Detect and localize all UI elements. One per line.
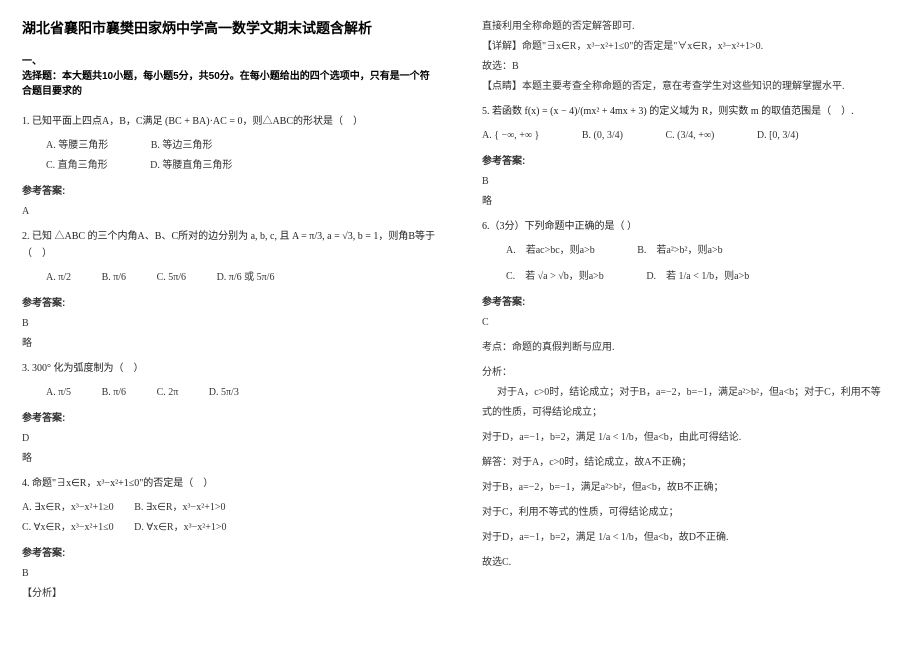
exp-head: 考点：命题的真假判断与应用. xyxy=(482,339,898,356)
q3-choices: A. π/5 B. π/6 C. 2π D. 5π/3 xyxy=(46,383,438,403)
exp-l1b: 式的性质，可得结论成立； xyxy=(482,404,898,421)
q1-answer-label: 参考答案: xyxy=(22,182,438,197)
q6-opt-b: B. 若a²>b²，则a>b xyxy=(637,241,722,261)
analysis-label: 【分析】 xyxy=(22,585,438,602)
q4-opt-d: D. ∀x∈R，x³−x²+1>0 xyxy=(134,518,226,538)
q1-opt-c: C. 直角三角形 xyxy=(46,156,108,176)
q5-text: 5. 若函数 f(x) = (x − 4)/(mx² + 4mx + 3) 的定… xyxy=(482,103,898,120)
q6-answer-label: 参考答案: xyxy=(482,293,898,308)
q4-choices: A. ∃x∈R，x³−x²+1≥0 B. ∃x∈R，x³−x²+1>0 C. ∀… xyxy=(22,498,438,538)
exam-page: 湖北省襄阳市襄樊田家炳中学高一数学文期末试题含解析 一、 选择题：本大题共10小… xyxy=(0,0,920,651)
q3-opt-d: D. 5π/3 xyxy=(209,383,239,403)
q5-opt-b: B. (0, 3/4) xyxy=(582,126,623,146)
q5-note: 略 xyxy=(482,193,898,210)
q1-choices: A. 等腰三角形 B. 等边三角形 C. 直角三角形 D. 等腰直角三角形 xyxy=(46,136,438,176)
q6-choices-row1: A. 若ac>bc，则a>b B. 若a²>b²，则a>b xyxy=(506,241,898,261)
document-title: 湖北省襄阳市襄樊田家炳中学高一数学文期末试题含解析 xyxy=(22,18,438,38)
r-p4: 【点睛】本题主要考查全称命题的否定，意在考查学生对这些知识的理解掌握水平. xyxy=(482,78,898,95)
section-instructions: 选择题：本大题共10小题，每小题5分，共50分。在每小题给出的四个选项中，只有是… xyxy=(22,69,438,99)
q5-opt-d: D. [0, 3/4) xyxy=(757,126,799,146)
q1-opt-d: D. 等腰直角三角形 xyxy=(150,156,232,176)
r-p3: 故选：B xyxy=(482,58,898,75)
q1-text: 1. 已知平面上四点A，B，C满足 (BC + BA)·AC = 0，则△ABC… xyxy=(22,113,438,130)
q2-opt-a: A. π/2 xyxy=(46,268,71,288)
q6-answer: C xyxy=(482,314,898,331)
exp-sol: 解答：对于A，c>0时，结论成立，故A不正确； xyxy=(482,454,898,471)
q5-answer-label: 参考答案: xyxy=(482,152,898,167)
q4-answer: B xyxy=(22,565,438,582)
exp-ana: 分析： xyxy=(482,364,898,381)
exp-l1: 对于A，c>0时，结论成立；对于B，a=−2，b=−1，满足a²>b²，但a<b… xyxy=(482,384,898,401)
left-column: 湖北省襄阳市襄樊田家炳中学高一数学文期末试题含解析 一、 选择题：本大题共10小… xyxy=(0,0,460,651)
q6-choices-row2: C. 若 √a > √b，则a>b D. 若 1/a < 1/b，则a>b xyxy=(506,267,898,287)
q4-opt-a: A. ∃x∈R，x³−x²+1≥0 xyxy=(22,498,114,518)
q3-text: 3. 300° 化为弧度制为（ ） xyxy=(22,360,438,377)
q4-text: 4. 命题"∃x∈R，x³−x²+1≤0"的否定是（ ） xyxy=(22,475,438,492)
q6-opt-d: D. 若 1/a < 1/b，则a>b xyxy=(646,267,749,287)
q2-answer-label: 参考答案: xyxy=(22,294,438,309)
r-p2: 【详解】命题"∃x∈R，x³−x²+1≤0"的否定是"∀x∈R，x³−x²+1>… xyxy=(482,38,898,55)
q2-opt-d: D. π/6 或 5π/6 xyxy=(217,268,275,288)
q4-opt-b: B. ∃x∈R，x³−x²+1>0 xyxy=(134,498,225,518)
exp-end: 故选C. xyxy=(482,554,898,571)
q4-opt-c: C. ∀x∈R，x³−x²+1≤0 xyxy=(22,518,114,538)
exp-l5: 对于D，a=−1，b=2，满足 1/a < 1/b，但a<b，故D不正确. xyxy=(482,529,898,546)
q1-answer: A xyxy=(22,203,438,220)
q5-opt-c: C. (3/4, +∞) xyxy=(665,126,714,146)
q5-opt-a: A. { −∞, +∞ } xyxy=(482,126,539,146)
exp-l4: 对于C，利用不等式的性质，可得结论成立； xyxy=(482,504,898,521)
r-p1: 直接利用全称命题的否定解答即可. xyxy=(482,18,898,35)
q2-opt-b: B. π/6 xyxy=(102,268,127,288)
q3-note: 略 xyxy=(22,450,438,467)
right-column: 直接利用全称命题的否定解答即可. 【详解】命题"∃x∈R，x³−x²+1≤0"的… xyxy=(460,0,920,651)
exp-l3: 对于B，a=−2，b=−1，满足a²>b²，但a<b，故B不正确； xyxy=(482,479,898,496)
q4-answer-label: 参考答案: xyxy=(22,544,438,559)
q3-opt-c: C. 2π xyxy=(157,383,179,403)
q2-choices: A. π/2 B. π/6 C. 5π/6 D. π/6 或 5π/6 xyxy=(46,268,438,288)
q3-answer: D xyxy=(22,430,438,447)
q5-answer: B xyxy=(482,173,898,190)
q2-note: 略 xyxy=(22,335,438,352)
q1-opt-b: B. 等边三角形 xyxy=(151,136,213,156)
q3-opt-a: A. π/5 xyxy=(46,383,71,403)
q2-answer: B xyxy=(22,315,438,332)
q1-opt-a: A. 等腰三角形 xyxy=(46,136,108,156)
q2-opt-c: C. 5π/6 xyxy=(157,268,187,288)
q6-opt-a: A. 若ac>bc，则a>b xyxy=(506,241,595,261)
q6-text: 6.（3分）下列命题中正确的是（ ） xyxy=(482,218,898,235)
q3-answer-label: 参考答案: xyxy=(22,409,438,424)
section-number: 一、 xyxy=(22,52,438,67)
q6-opt-c: C. 若 √a > √b，则a>b xyxy=(506,267,604,287)
q2-text: 2. 已知 △ABC 的三个内角A、B、C所对的边分别为 a, b, c, 且 … xyxy=(22,228,438,262)
q3-opt-b: B. π/6 xyxy=(102,383,127,403)
q5-choices: A. { −∞, +∞ } B. (0, 3/4) C. (3/4, +∞) D… xyxy=(482,126,898,146)
exp-l2: 对于D，a=−1，b=2，满足 1/a < 1/b，但a<b，由此可得结论. xyxy=(482,429,898,446)
